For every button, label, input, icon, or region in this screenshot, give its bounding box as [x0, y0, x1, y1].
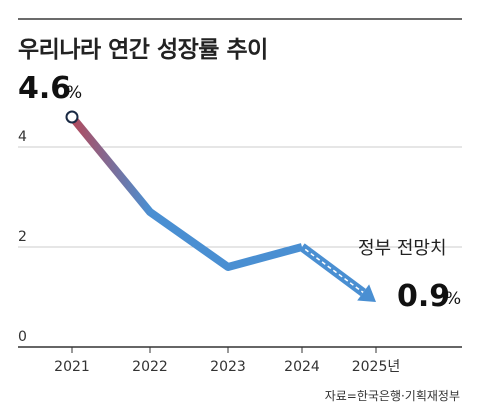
x-tick-label: 2021: [54, 359, 90, 375]
chart-title: 우리나라 연간 성장률 추이: [18, 37, 268, 63]
x-tick-label: 2023: [210, 359, 246, 375]
x-tick-label: 2025년: [352, 359, 401, 375]
actual-growth-line: [68, 114, 304, 271]
source-note: 자료=한국은행·기획재정부: [324, 389, 460, 403]
x-tick-label: 2024: [284, 359, 320, 375]
forecast-arrow-head: [357, 284, 376, 302]
forecast-segment: [299, 243, 376, 302]
y-tick-label: 4: [18, 129, 27, 145]
forecast-label: 정부 전망치: [358, 238, 447, 259]
end-value-label: 0.9: [397, 279, 450, 314]
end-value-unit: %: [445, 289, 461, 309]
start-value-unit: %: [66, 83, 82, 103]
y-tick-label: 0: [18, 329, 27, 345]
start-value-label: 4.6: [18, 71, 71, 106]
y-tick-label: 2: [18, 229, 27, 245]
start-point-marker: [65, 110, 79, 124]
forecast-dash-line: [304, 248, 371, 298]
x-tick-label: 2022: [132, 359, 168, 375]
top-rule: [18, 18, 462, 20]
